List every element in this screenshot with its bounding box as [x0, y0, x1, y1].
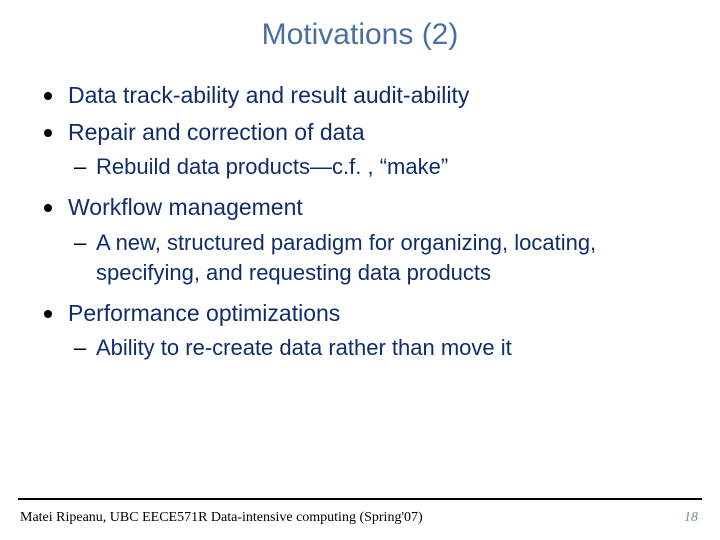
bullet-item: Repair and correction of data Rebuild da… [38, 117, 682, 182]
bullet-text: Data track-ability and result audit-abil… [68, 82, 469, 108]
sub-item: A new, structured paradigm for organizin… [68, 228, 682, 289]
bullet-item: Performance optimizations Ability to re-… [38, 298, 682, 363]
slide-title: Motivations (2) [0, 0, 720, 52]
page-number: 18 [684, 510, 698, 526]
sub-list: A new, structured paradigm for organizin… [68, 228, 682, 289]
bullet-text: Performance optimizations [68, 300, 340, 326]
sub-item: Rebuild data products—c.f. , “make” [68, 152, 682, 182]
sub-text: Rebuild data products—c.f. , “make” [96, 154, 448, 179]
sub-list: Rebuild data products—c.f. , “make” [68, 152, 682, 182]
footer-divider [18, 498, 702, 500]
sub-item: Ability to re-create data rather than mo… [68, 333, 682, 363]
slide: Motivations (2) Data track-ability and r… [0, 0, 720, 540]
bullet-item: Workflow management A new, structured pa… [38, 192, 682, 288]
slide-content: Data track-ability and result audit-abil… [0, 52, 720, 364]
bullet-item: Data track-ability and result audit-abil… [38, 80, 682, 111]
sub-text: A new, structured paradigm for organizin… [96, 230, 596, 285]
sub-text: Ability to re-create data rather than mo… [96, 335, 512, 360]
bullet-text: Repair and correction of data [68, 119, 365, 145]
sub-list: Ability to re-create data rather than mo… [68, 333, 682, 363]
footer-text: Matei Ripeanu, UBC EECE571R Data-intensi… [20, 510, 423, 526]
bullet-text: Workflow management [68, 194, 303, 220]
bullet-list: Data track-ability and result audit-abil… [38, 80, 682, 364]
